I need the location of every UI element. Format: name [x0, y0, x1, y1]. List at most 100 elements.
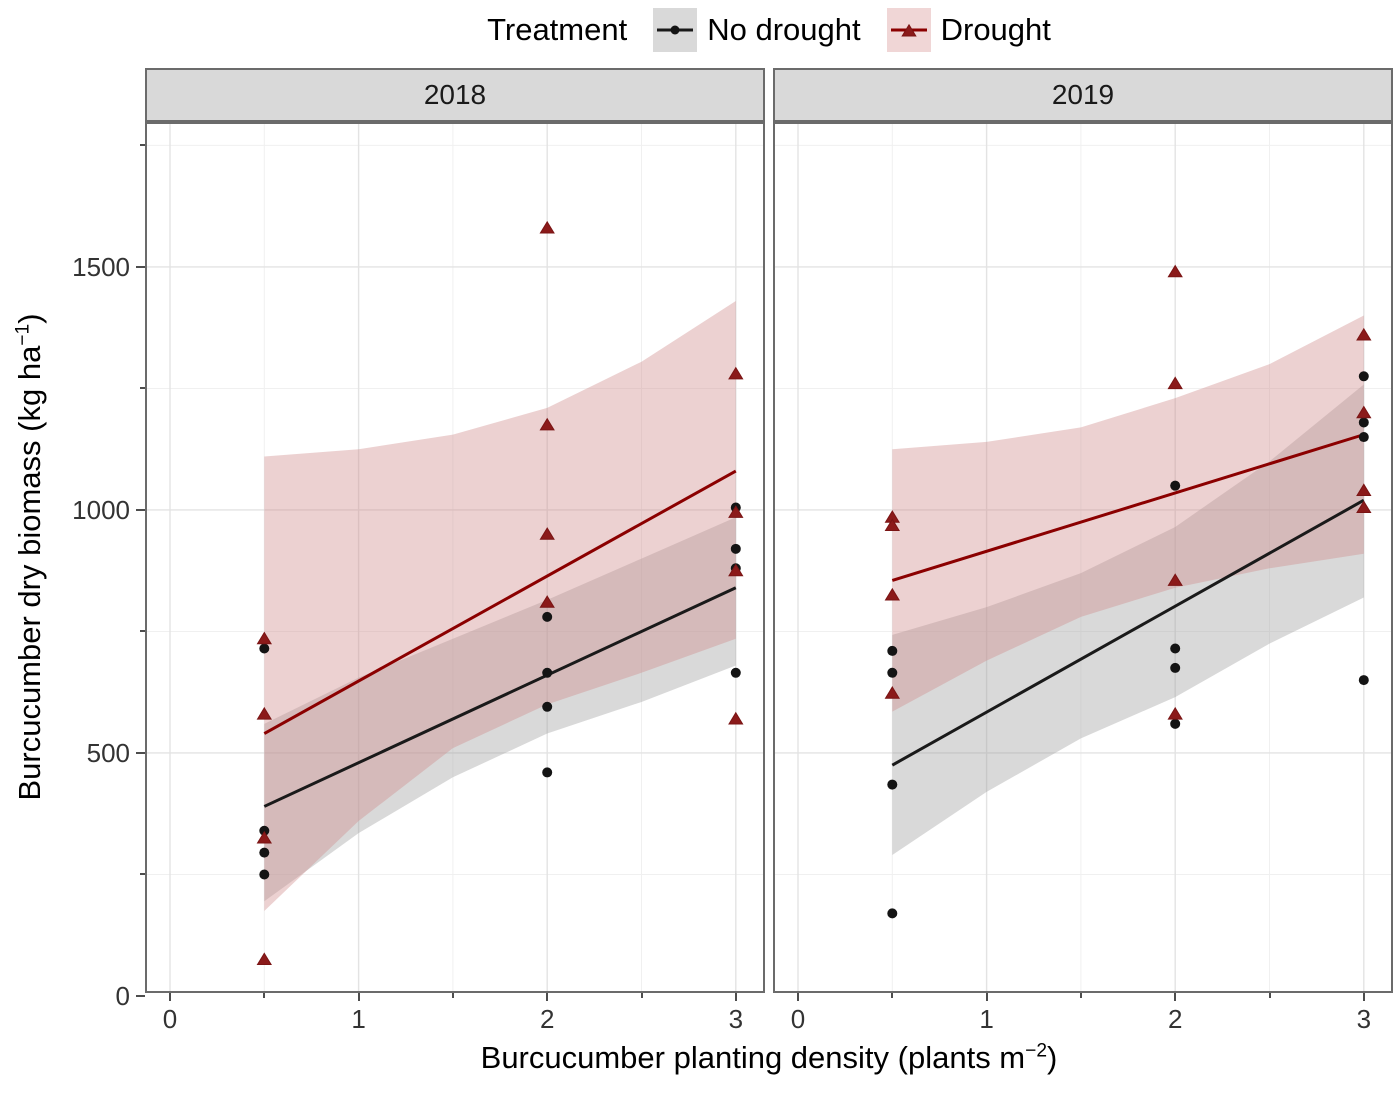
y-axis-tick — [136, 751, 145, 754]
data-point-no-drought — [1358, 371, 1369, 382]
y-title-suffix: ) — [12, 313, 47, 324]
data-point-drought — [539, 220, 555, 234]
legend-key-glyph-no-drought — [657, 25, 694, 35]
y-title-sup: −1 — [12, 323, 34, 346]
data-point-no-drought — [1170, 480, 1181, 491]
data-point-drought — [1356, 327, 1372, 341]
x-axis-tick-label: 1 — [979, 1004, 994, 1034]
data-point-drought — [728, 505, 744, 518]
x-title-text: Burcucumber planting density (plants m — [480, 1040, 1026, 1075]
x-axis-tick-label: 2 — [1167, 1004, 1183, 1034]
x-axis-tick — [357, 993, 360, 1001]
trend-line-drought — [891, 433, 1365, 582]
legend-key-drought — [886, 8, 931, 52]
data-point-no-drought — [542, 611, 553, 622]
y-axis-tick — [136, 265, 145, 268]
x-axis-minor-tick — [640, 993, 643, 998]
x-axis-minor-tick — [263, 993, 266, 998]
ci-ribbon-drought — [892, 315, 1364, 712]
data-point-no-drought — [887, 779, 898, 790]
data-point-no-drought — [1170, 643, 1181, 654]
x-axis-tick-label: 2 — [539, 1004, 555, 1034]
x-axis-minor-tick — [1079, 993, 1082, 998]
facet-strip-label: 2019 — [1051, 79, 1115, 110]
data-point-no-drought — [887, 645, 898, 656]
data-point-no-drought — [1358, 417, 1369, 428]
legend-key-glyph-drought — [890, 23, 927, 37]
legend-title: Treatment — [487, 12, 628, 47]
data-point-drought — [1356, 500, 1372, 514]
data-point-drought — [728, 563, 744, 577]
legend-key-no-drought — [653, 8, 698, 52]
trend-line-drought — [263, 469, 737, 735]
facet-strip-2018: 2018 — [145, 68, 765, 122]
x-axis-minor-tick — [1268, 993, 1271, 998]
data-point-drought — [539, 595, 555, 608]
y-axis-title: Burcucumber dry biomass (kg ha−1) — [12, 313, 48, 800]
data-point-no-drought — [542, 701, 553, 712]
data-point-drought — [1167, 706, 1183, 720]
data-point-drought — [884, 587, 900, 601]
data-point-no-drought — [259, 847, 270, 858]
data-point-no-drought — [887, 908, 898, 919]
panel-border — [145, 122, 765, 993]
data-point-drought — [884, 686, 900, 699]
x-axis-minor-tick — [891, 993, 894, 998]
ci-ribbon-drought — [264, 300, 736, 911]
trend-line-no-drought — [891, 498, 1365, 767]
x-axis-tick — [985, 993, 988, 1001]
data-point-no-drought — [259, 869, 270, 880]
data-point-no-drought — [730, 543, 741, 554]
x-title-sup: −2 — [1025, 1040, 1048, 1062]
y-axis-tick — [136, 995, 145, 997]
x-axis-tick — [734, 993, 737, 1001]
x-axis-tick — [797, 993, 799, 1001]
legend: Treatment No drought Drought — [145, 4, 1393, 56]
data-point-no-drought — [542, 667, 553, 678]
facet-panel-2019 — [773, 122, 1393, 993]
x-axis-title: Burcucumber planting density (plants m−2… — [145, 1040, 1393, 1076]
y-axis-tick-label: 0 — [115, 981, 130, 1011]
data-point-drought — [256, 631, 272, 645]
data-point-no-drought — [259, 825, 270, 836]
y-axis-tick-label: 1500 — [72, 251, 130, 282]
legend-item-no-drought: No drought — [653, 8, 861, 52]
ci-ribbon-no-drought — [892, 384, 1364, 856]
data-point-no-drought — [1358, 432, 1369, 443]
data-point-drought — [1356, 405, 1372, 419]
data-point-drought — [884, 518, 900, 532]
trend-line-no-drought — [263, 586, 737, 808]
facet-strip-label: 2018 — [423, 79, 487, 110]
data-point-drought — [256, 830, 272, 844]
legend-label-no-drought: No drought — [707, 12, 861, 47]
legend-label-drought: Drought — [940, 12, 1051, 47]
data-point-no-drought — [1170, 718, 1181, 729]
legend-key-triangle-icon — [900, 23, 917, 37]
data-point-drought — [728, 711, 744, 725]
x-axis-tick — [546, 993, 549, 1001]
data-point-drought — [1167, 376, 1183, 390]
facet-strip-2019: 2019 — [773, 68, 1393, 122]
data-point-no-drought — [1170, 662, 1181, 673]
data-point-no-drought — [542, 767, 553, 778]
x-axis-tick-label: 0 — [790, 1004, 806, 1034]
data-point-drought — [539, 527, 555, 540]
panel-border — [773, 122, 1393, 993]
y-axis-tick — [136, 508, 145, 511]
x-axis-tick — [169, 993, 171, 1001]
data-point-drought — [256, 706, 272, 720]
data-point-drought — [539, 417, 555, 431]
x-axis-tick-label: 3 — [728, 1004, 744, 1034]
data-point-no-drought — [730, 667, 741, 678]
data-point-no-drought — [1358, 675, 1369, 686]
data-point-drought — [1167, 264, 1183, 278]
data-point-drought — [1356, 483, 1372, 497]
x-axis-tick-label: 3 — [1356, 1004, 1372, 1034]
legend-item-drought: Drought — [886, 8, 1051, 52]
x-axis-tick — [1174, 993, 1177, 1001]
x-axis-minor-tick — [451, 993, 454, 998]
y-axis-tick-label: 1000 — [72, 494, 130, 525]
data-point-no-drought — [259, 643, 270, 654]
facet-panel-2018 — [145, 122, 765, 993]
